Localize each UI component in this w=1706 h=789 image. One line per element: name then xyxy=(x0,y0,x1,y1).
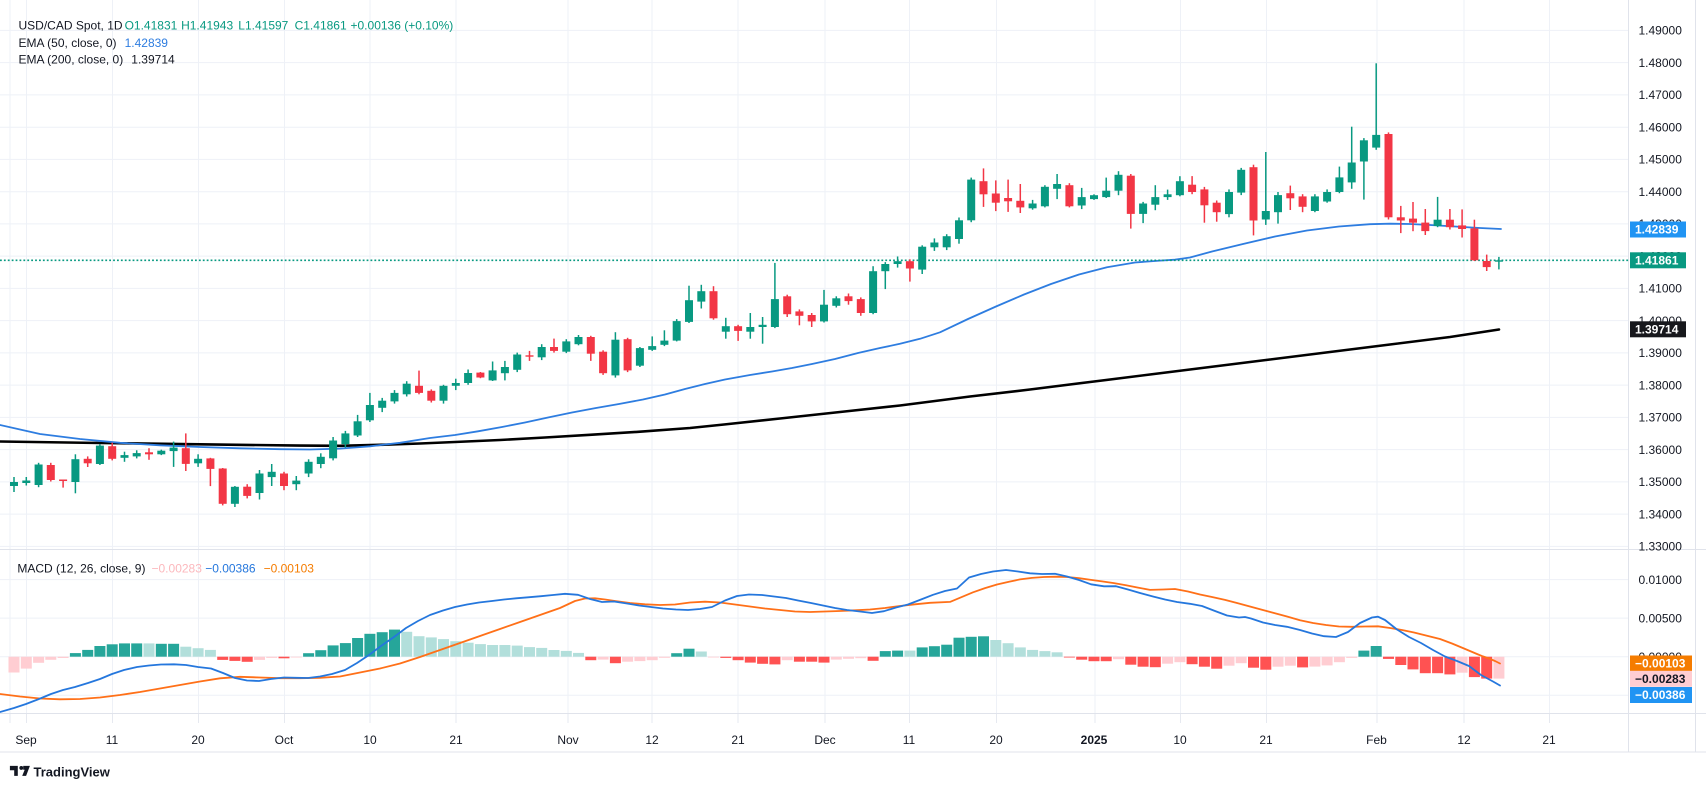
svg-text:O1.41831: O1.41831 xyxy=(125,19,178,33)
svg-text:EMA (200, close, 0): EMA (200, close, 0) xyxy=(19,53,124,67)
svg-text:1.45000: 1.45000 xyxy=(1639,153,1683,167)
svg-text:1.49000: 1.49000 xyxy=(1639,24,1683,38)
svg-text:H1.41943: H1.41943 xyxy=(181,19,233,33)
svg-text:TradingView: TradingView xyxy=(34,765,111,780)
svg-text:0.01000: 0.01000 xyxy=(1639,573,1683,587)
svg-text:−0.00283: −0.00283 xyxy=(152,561,203,575)
svg-text:−0.00386: −0.00386 xyxy=(205,561,256,575)
svg-text:12: 12 xyxy=(645,733,659,747)
svg-text:Sep: Sep xyxy=(15,733,37,747)
svg-text:1.39714: 1.39714 xyxy=(131,53,175,67)
svg-text:1.41000: 1.41000 xyxy=(1639,282,1683,296)
svg-text:1.44000: 1.44000 xyxy=(1639,185,1683,199)
svg-text:10: 10 xyxy=(363,733,377,747)
svg-text:Nov: Nov xyxy=(557,733,578,747)
svg-text:Feb: Feb xyxy=(1366,733,1387,747)
svg-text:1.46000: 1.46000 xyxy=(1639,120,1683,134)
svg-text:1.36000: 1.36000 xyxy=(1639,443,1683,457)
svg-text:11: 11 xyxy=(106,733,119,747)
svg-text:1.42839: 1.42839 xyxy=(1635,223,1679,237)
svg-text:1.48000: 1.48000 xyxy=(1639,56,1683,70)
svg-text:−0.00103: −0.00103 xyxy=(1635,657,1686,671)
svg-text:1.34000: 1.34000 xyxy=(1639,507,1683,521)
svg-text:EMA (50, close, 0): EMA (50, close, 0) xyxy=(19,36,117,50)
svg-text:1.39000: 1.39000 xyxy=(1639,346,1683,360)
svg-text:21: 21 xyxy=(1542,733,1556,747)
svg-text:Oct: Oct xyxy=(275,733,294,747)
svg-text:+0.00136 (+0.10%): +0.00136 (+0.10%) xyxy=(351,19,454,33)
svg-text:1.42839: 1.42839 xyxy=(125,36,169,50)
svg-text:12: 12 xyxy=(1457,733,1471,747)
svg-text:11: 11 xyxy=(903,733,916,747)
svg-text:1.47000: 1.47000 xyxy=(1639,88,1683,102)
svg-text:21: 21 xyxy=(1259,733,1273,747)
svg-text:−0.00283: −0.00283 xyxy=(1635,672,1686,686)
svg-text:L1.41597: L1.41597 xyxy=(238,19,288,33)
svg-text:1.37000: 1.37000 xyxy=(1639,411,1683,425)
svg-text:MACD (12, 26, close, 9): MACD (12, 26, close, 9) xyxy=(17,561,145,575)
svg-text:1.41861: 1.41861 xyxy=(1635,254,1679,268)
svg-text:20: 20 xyxy=(191,733,205,747)
svg-text:2025: 2025 xyxy=(1081,733,1108,747)
svg-text:−0.00103: −0.00103 xyxy=(264,561,315,575)
svg-text:C1.41861: C1.41861 xyxy=(295,19,347,33)
svg-text:21: 21 xyxy=(449,733,463,747)
svg-text:USD/CAD Spot, 1D: USD/CAD Spot, 1D xyxy=(19,19,123,33)
svg-text:1.33000: 1.33000 xyxy=(1639,540,1683,554)
svg-text:0.00500: 0.00500 xyxy=(1639,611,1683,625)
svg-text:1.38000: 1.38000 xyxy=(1639,378,1683,392)
svg-text:20: 20 xyxy=(989,733,1003,747)
svg-text:10: 10 xyxy=(1173,733,1187,747)
svg-text:21: 21 xyxy=(731,733,745,747)
svg-text:−0.00386: −0.00386 xyxy=(1635,688,1686,702)
svg-text:Dec: Dec xyxy=(814,733,835,747)
svg-text:1.39714: 1.39714 xyxy=(1635,323,1679,337)
svg-text:1.35000: 1.35000 xyxy=(1639,475,1683,489)
